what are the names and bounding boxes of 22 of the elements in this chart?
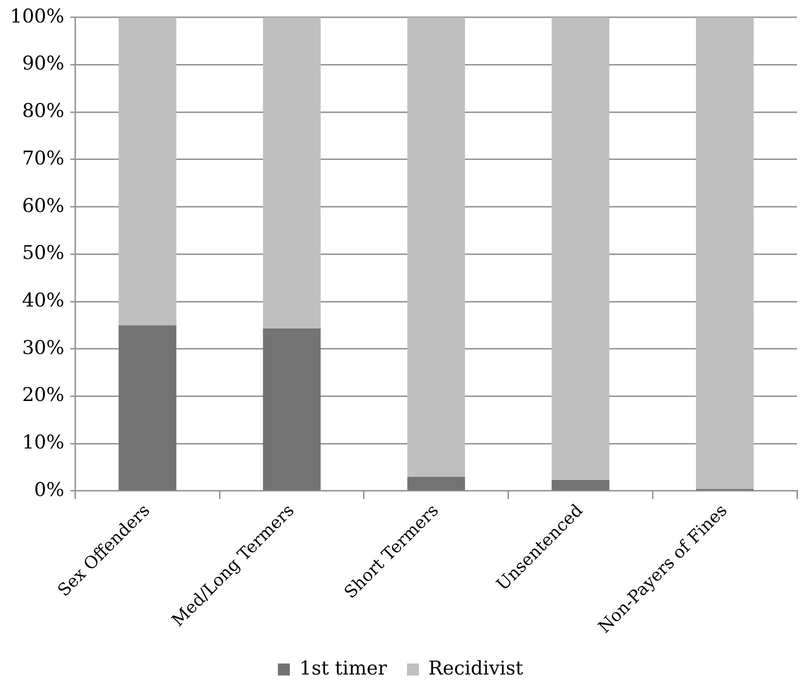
bar bbox=[552, 480, 610, 490]
legend-label: 1st timer bbox=[299, 657, 388, 680]
bar bbox=[262, 17, 321, 329]
bar bbox=[118, 325, 176, 490]
y-tick-label: 90% bbox=[22, 52, 64, 75]
y-tick-label: 30% bbox=[22, 336, 64, 359]
y-tick-label: 0% bbox=[34, 478, 64, 501]
bar bbox=[262, 328, 321, 490]
bar bbox=[118, 17, 176, 326]
y-tick-label: 10% bbox=[22, 432, 64, 454]
y-tick-label: 20% bbox=[22, 384, 64, 406]
y-tick-label: 60% bbox=[22, 194, 64, 217]
bar bbox=[407, 17, 466, 477]
y-tick-label: 80% bbox=[22, 100, 64, 122]
y-tick-label: 70% bbox=[22, 147, 64, 170]
y-tick-label: 50% bbox=[22, 242, 64, 264]
bar bbox=[552, 17, 610, 480]
bar bbox=[696, 17, 754, 490]
y-tick-label: 40% bbox=[22, 289, 64, 312]
legend-label: Recidivist bbox=[428, 657, 524, 680]
y-tick-label: 100% bbox=[10, 5, 64, 28]
bar bbox=[407, 476, 466, 490]
